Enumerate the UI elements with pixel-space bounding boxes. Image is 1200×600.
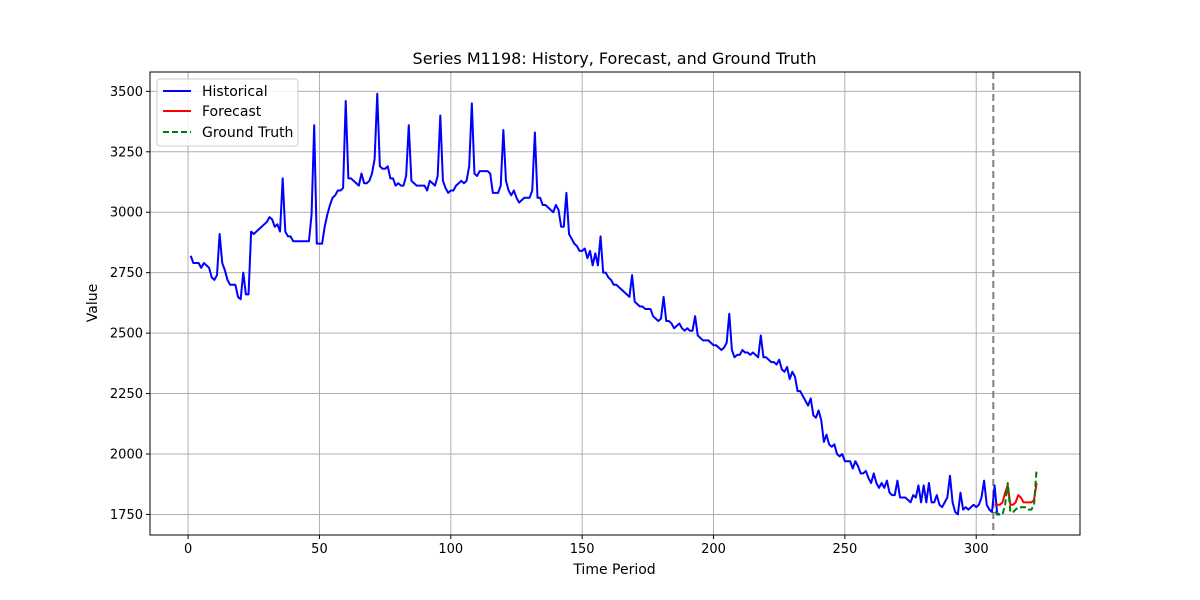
x-tick-label: 150 <box>570 542 595 557</box>
y-tick-label: 2750 <box>110 266 143 281</box>
series-historical <box>189 92 1000 516</box>
x-tick-label: 50 <box>311 542 328 557</box>
x-tick-label: 200 <box>701 542 726 557</box>
series-line-forecast <box>994 482 1038 506</box>
legend: Historical Forecast Ground Truth <box>156 78 299 147</box>
legend-label-ground-truth: Ground Truth <box>202 125 293 141</box>
y-tick-label: 3000 <box>110 206 143 221</box>
legend-box <box>156 78 299 147</box>
plot-frame <box>149 71 1081 536</box>
y-tick-label: 2000 <box>110 448 143 463</box>
x-tick-label: 100 <box>438 542 463 557</box>
x-axis-label: Time Period <box>572 562 655 578</box>
legend-label-historical: Historical <box>202 84 268 100</box>
series-forecast <box>994 482 1038 506</box>
y-axis-label: Value <box>85 284 101 322</box>
x-axis-ticks: 0 50 100 150 200 250 300 <box>184 535 989 557</box>
x-tick-label: 0 <box>184 542 192 557</box>
y-tick-label: 3500 <box>110 85 143 100</box>
x-tick-label: 250 <box>832 542 857 557</box>
y-tick-label: 2250 <box>110 387 143 402</box>
y-tick-label: 2500 <box>110 327 143 342</box>
grid-lines <box>150 72 1080 535</box>
series-line-ground-truth <box>994 468 1038 516</box>
series-line-historical <box>189 92 1000 516</box>
chart-title: Series M1198: History, Forecast, and Gro… <box>413 49 817 68</box>
legend-label-forecast: Forecast <box>202 104 262 120</box>
y-axis-ticks: 1750 2000 2250 2500 2750 3000 3250 3500 <box>110 85 150 523</box>
series-ground-truth <box>994 468 1038 516</box>
y-tick-label: 3250 <box>110 145 143 160</box>
series-lines <box>189 92 1038 516</box>
x-tick-label: 300 <box>964 542 989 557</box>
y-tick-label: 1750 <box>110 508 143 523</box>
